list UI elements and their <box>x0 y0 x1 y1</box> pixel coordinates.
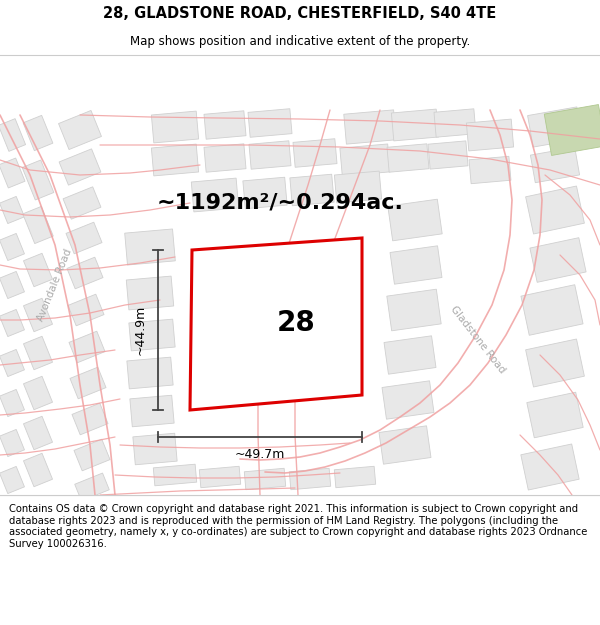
Polygon shape <box>248 109 292 138</box>
Polygon shape <box>384 336 436 374</box>
Polygon shape <box>243 177 287 209</box>
Polygon shape <box>301 331 338 359</box>
Polygon shape <box>0 309 25 337</box>
Polygon shape <box>0 119 26 151</box>
Polygon shape <box>293 139 337 168</box>
Text: 28: 28 <box>277 309 316 338</box>
Polygon shape <box>290 174 334 206</box>
Polygon shape <box>0 429 25 457</box>
Polygon shape <box>59 111 101 149</box>
Text: Avondale Road: Avondale Road <box>36 248 74 322</box>
Polygon shape <box>334 466 376 488</box>
Polygon shape <box>344 110 396 144</box>
Polygon shape <box>0 349 25 377</box>
Polygon shape <box>199 466 241 488</box>
Polygon shape <box>289 468 331 490</box>
Polygon shape <box>204 111 246 139</box>
Polygon shape <box>68 294 104 326</box>
Polygon shape <box>527 107 583 147</box>
Polygon shape <box>428 141 468 169</box>
Polygon shape <box>0 233 25 261</box>
Text: ~49.7m: ~49.7m <box>235 449 285 461</box>
Polygon shape <box>23 253 53 287</box>
Polygon shape <box>63 187 101 219</box>
Polygon shape <box>125 229 175 265</box>
Text: 28, GLADSTONE ROAD, CHESTERFIELD, S40 4TE: 28, GLADSTONE ROAD, CHESTERFIELD, S40 4T… <box>103 6 497 21</box>
Polygon shape <box>59 149 101 185</box>
Polygon shape <box>382 381 434 419</box>
Polygon shape <box>527 392 583 438</box>
Text: Gladstone Road: Gladstone Road <box>449 304 507 376</box>
Polygon shape <box>133 433 177 465</box>
Polygon shape <box>67 257 103 289</box>
Polygon shape <box>191 178 239 212</box>
Polygon shape <box>66 222 102 254</box>
Text: ~1192m²/~0.294ac.: ~1192m²/~0.294ac. <box>157 193 403 213</box>
Polygon shape <box>23 453 53 487</box>
Polygon shape <box>388 199 442 241</box>
Polygon shape <box>69 331 105 363</box>
Polygon shape <box>0 196 25 224</box>
Polygon shape <box>0 389 25 417</box>
Polygon shape <box>190 238 362 410</box>
Polygon shape <box>391 109 439 141</box>
Polygon shape <box>151 144 199 176</box>
Text: ~44.9m: ~44.9m <box>133 305 146 355</box>
Polygon shape <box>130 395 174 427</box>
Polygon shape <box>75 473 109 501</box>
Polygon shape <box>23 376 53 410</box>
Polygon shape <box>469 156 511 184</box>
Polygon shape <box>340 144 390 176</box>
Polygon shape <box>127 357 173 389</box>
Text: Map shows position and indicative extent of the property.: Map shows position and indicative extent… <box>130 35 470 48</box>
Polygon shape <box>390 246 442 284</box>
Polygon shape <box>387 144 429 172</box>
Polygon shape <box>544 104 600 156</box>
Polygon shape <box>521 444 579 490</box>
Polygon shape <box>151 111 199 143</box>
Polygon shape <box>72 403 108 435</box>
Polygon shape <box>266 311 304 339</box>
Polygon shape <box>334 171 382 203</box>
Text: Contains OS data © Crown copyright and database right 2021. This information is : Contains OS data © Crown copyright and d… <box>9 504 587 549</box>
Polygon shape <box>23 298 53 332</box>
Polygon shape <box>0 466 25 494</box>
Polygon shape <box>204 144 246 172</box>
Polygon shape <box>23 336 53 370</box>
Polygon shape <box>379 426 431 464</box>
Polygon shape <box>70 367 106 399</box>
Polygon shape <box>526 339 584 387</box>
Polygon shape <box>129 319 175 351</box>
Polygon shape <box>23 206 53 244</box>
Polygon shape <box>23 416 53 450</box>
Polygon shape <box>74 439 110 471</box>
Polygon shape <box>244 468 286 490</box>
Polygon shape <box>153 464 197 486</box>
Polygon shape <box>23 116 53 151</box>
Polygon shape <box>530 148 580 182</box>
Polygon shape <box>387 289 441 331</box>
Polygon shape <box>434 109 476 138</box>
Polygon shape <box>466 119 514 151</box>
Polygon shape <box>126 276 174 310</box>
Polygon shape <box>215 299 255 331</box>
Polygon shape <box>521 285 583 335</box>
Polygon shape <box>249 141 291 169</box>
Polygon shape <box>526 186 584 234</box>
Polygon shape <box>530 238 586 282</box>
Polygon shape <box>0 271 25 299</box>
Polygon shape <box>22 160 54 200</box>
Polygon shape <box>0 158 25 188</box>
